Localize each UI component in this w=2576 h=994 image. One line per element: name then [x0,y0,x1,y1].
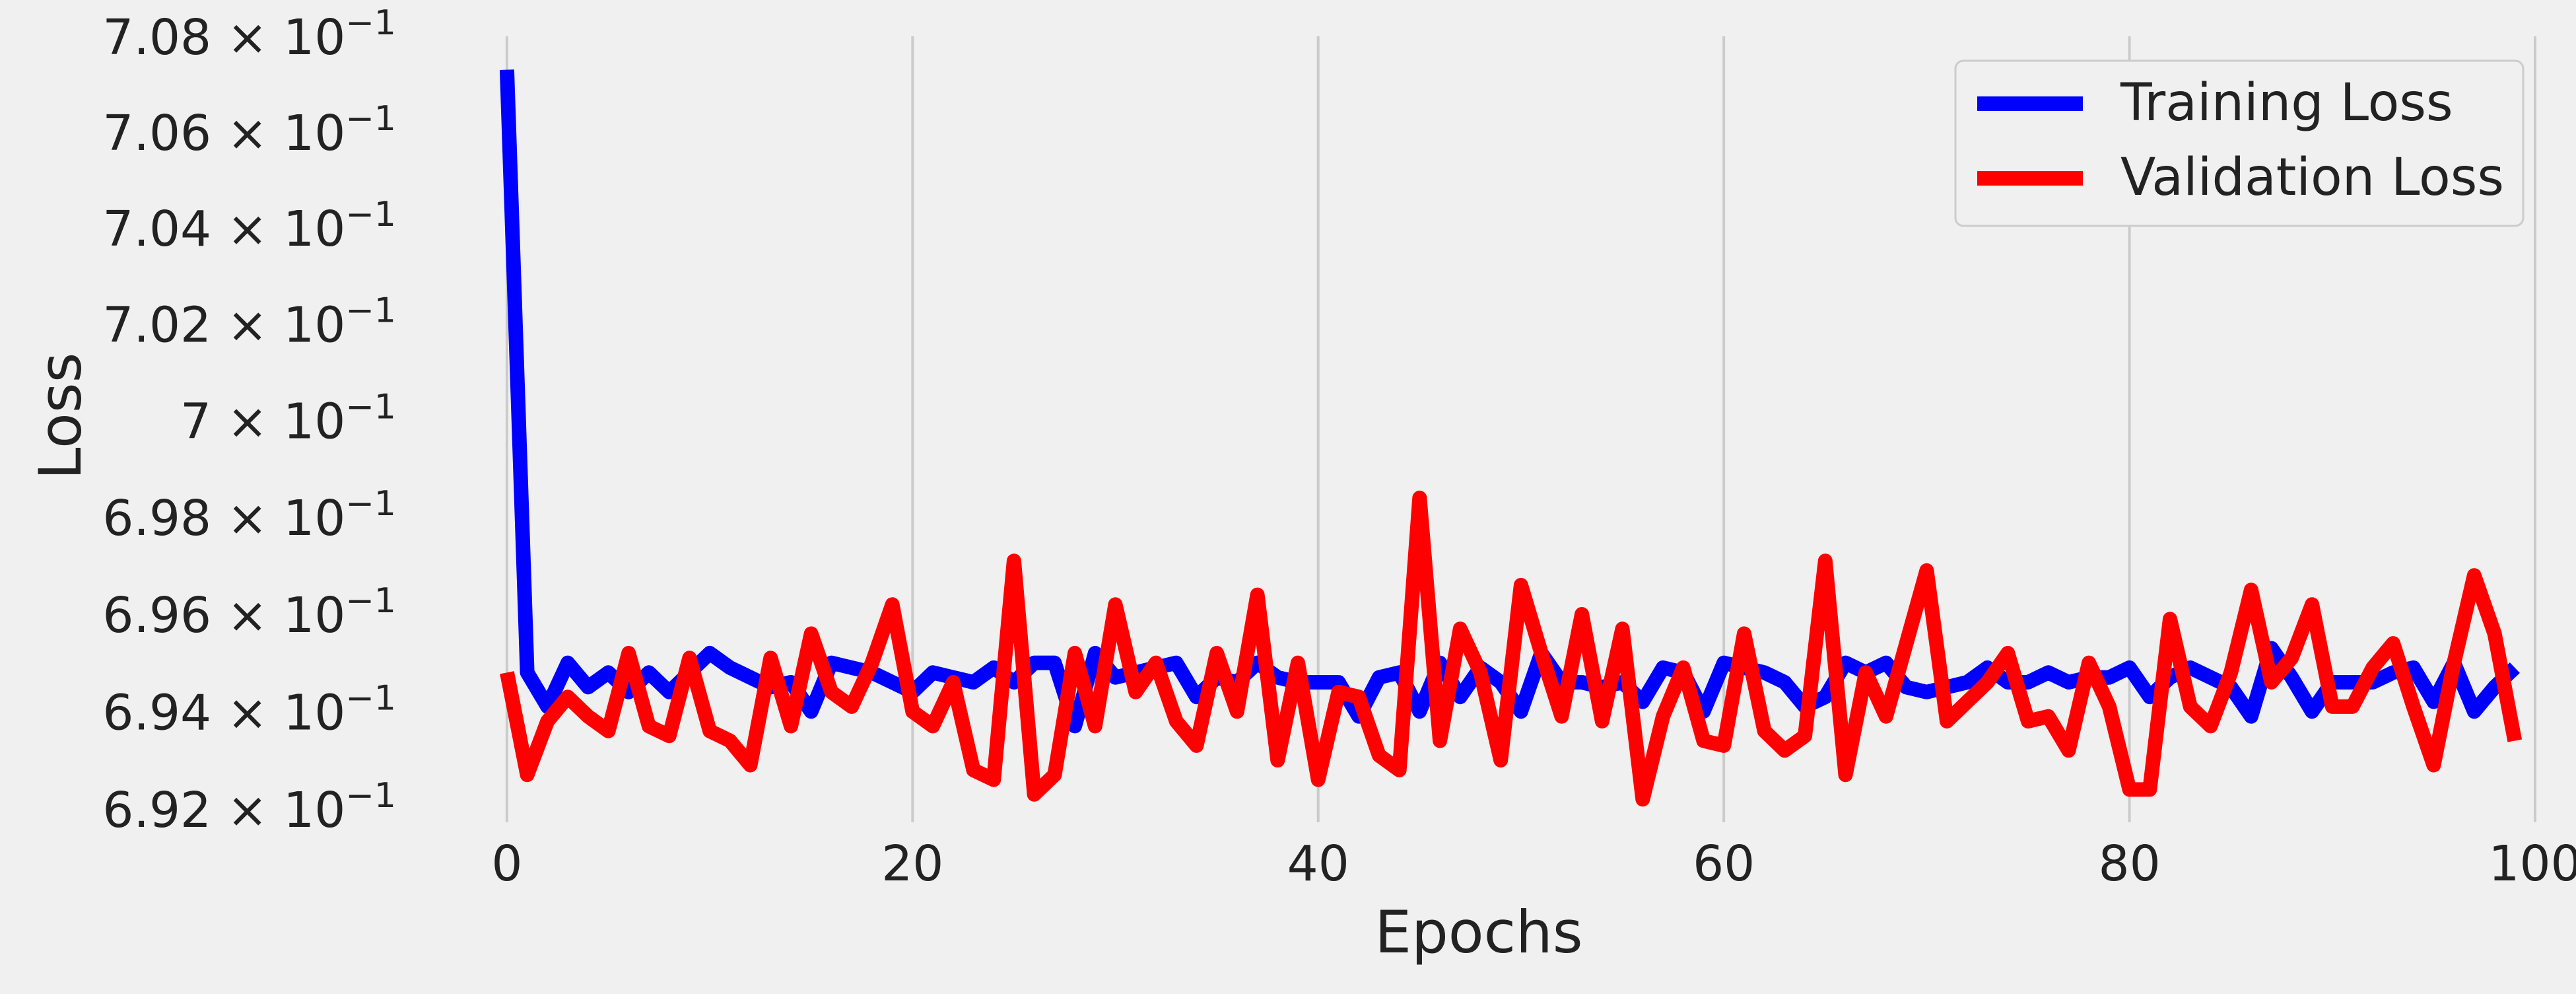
y-tick-exponent: −1 [345,99,396,139]
x-tick-label-0: 0 [491,835,522,892]
legend-box [1954,59,2525,227]
x-tick-label-100: 100 [2488,835,2576,892]
y-tick-exponent: −1 [345,581,396,621]
y-tick-label: 7.08 × 10−1 [102,3,396,66]
y-tick-label: 6.96 × 10−1 [102,581,396,644]
series-line-validation-loss [500,490,2523,807]
y-tick-mantissa: 7 × 10 [180,394,345,450]
y-tick-label: 6.98 × 10−1 [102,484,396,547]
y-tick-mantissa: 6.92 × 10 [102,782,345,839]
legend: Training Loss Validation Loss [1954,59,2525,227]
y-tick-exponent: −1 [345,484,396,524]
y-tick-exponent: −1 [345,388,396,427]
y-tick-label: 7 × 10−1 [180,388,396,450]
y-tick-label: 7.02 × 10−1 [102,291,396,354]
y-tick-exponent: −1 [345,291,396,331]
y-tick-exponent: −1 [345,776,396,816]
legend-label-training: Training Loss [2120,73,2453,133]
y-tick-mantissa: 6.98 × 10 [102,490,345,547]
x-tick-label-20: 20 [881,835,943,892]
x-tick-labels: 0 20 40 60 80 100 [491,835,2576,892]
y-tick-exponent: −1 [345,3,396,43]
y-tick-exponent: −1 [345,678,396,718]
y-tick-mantissa: 7.06 × 10 [102,105,345,162]
y-tick-label: 6.94 × 10−1 [102,678,396,741]
y-tick-mantissa: 7.02 × 10 [102,297,345,354]
y-tick-mantissa: 6.96 × 10 [102,587,345,644]
x-axis-title: Epochs [1374,898,1582,966]
y-tick-label: 6.92 × 10−1 [102,776,396,839]
x-tick-label-40: 40 [1287,835,1349,892]
x-tick-label-60: 60 [1693,835,1755,892]
y-tick-label: 7.04 × 10−1 [102,195,396,258]
y-tick-mantissa: 7.04 × 10 [102,201,345,258]
y-tick-label: 7.06 × 10−1 [102,99,396,162]
y-axis-title: Loss [26,352,94,479]
y-tick-labels: 6.92 × 10−16.94 × 10−16.96 × 10−16.98 × … [102,3,396,839]
y-tick-mantissa: 6.94 × 10 [102,684,345,741]
y-tick-mantissa: 7.08 × 10 [102,9,345,66]
legend-label-validation: Validation Loss [2120,148,2504,207]
x-tick-label-80: 80 [2098,835,2160,892]
series-lines [499,69,2523,807]
y-tick-exponent: −1 [345,195,396,234]
